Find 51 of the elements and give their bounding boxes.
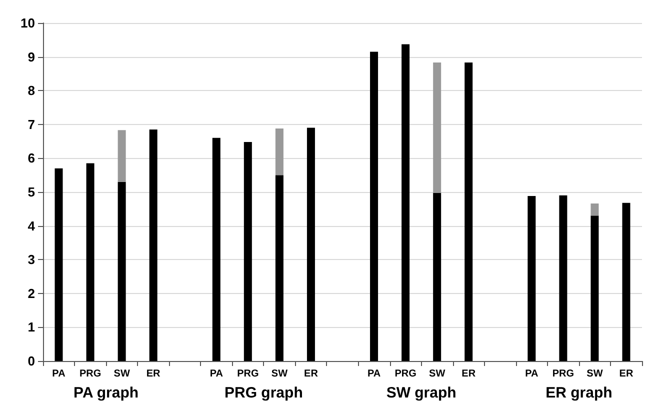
bar	[54, 168, 63, 361]
x-tick-label: ER	[146, 368, 162, 380]
y-tick-label: 6	[28, 150, 35, 166]
bar	[433, 62, 442, 194]
bar	[149, 129, 158, 361]
y-tick-label: 4	[28, 218, 36, 234]
bar	[86, 163, 94, 361]
bar	[370, 52, 378, 361]
x-tick-label: PRG	[237, 368, 259, 380]
x-tick-label: SW	[429, 368, 446, 380]
bar	[118, 182, 126, 361]
x-tick-label: PA	[525, 368, 538, 380]
y-tick-label: 7	[28, 116, 35, 132]
x-tick-label: PRG	[552, 368, 574, 380]
bar	[622, 202, 630, 361]
x-tick-label: PA	[210, 368, 223, 380]
text: SW graph	[386, 384, 456, 402]
bar	[590, 216, 599, 361]
y-tick-label: 9	[28, 49, 35, 64]
y-tick-label: 5	[28, 184, 35, 200]
bar	[306, 128, 315, 361]
x-tick-label: PA	[52, 368, 66, 380]
bar	[528, 196, 536, 361]
x-tick-label: SW	[271, 368, 288, 380]
x-tick-label: ER	[304, 368, 319, 380]
x-tick-label: SW	[586, 368, 604, 380]
x-tick-label: PRG	[394, 368, 417, 380]
bar	[590, 203, 599, 216]
bar	[212, 138, 220, 361]
x-tick-label: ER	[619, 368, 634, 380]
y-tick-label: 10	[20, 16, 35, 30]
text: PA graph	[74, 384, 139, 402]
bar	[118, 130, 126, 182]
x-tick-label: ER	[462, 368, 476, 380]
y-tick-label: 8	[28, 83, 35, 98]
bar	[464, 62, 473, 361]
text: PRG graph	[224, 384, 303, 402]
y-tick-label: 1	[28, 320, 35, 335]
bar	[244, 142, 252, 361]
bar	[275, 175, 284, 361]
y-tick-label: 0	[28, 354, 35, 368]
bar	[559, 195, 568, 361]
x-tick-label: PRG	[79, 368, 102, 380]
bar	[433, 193, 442, 361]
bar	[275, 128, 284, 176]
x-tick-label: SW	[114, 368, 130, 380]
bar	[402, 44, 410, 361]
y-tick-label: 2	[28, 286, 35, 301]
x-tick-label: PA	[367, 368, 381, 380]
y-tick-label: 3	[28, 252, 35, 268]
text: ER graph	[546, 384, 612, 402]
